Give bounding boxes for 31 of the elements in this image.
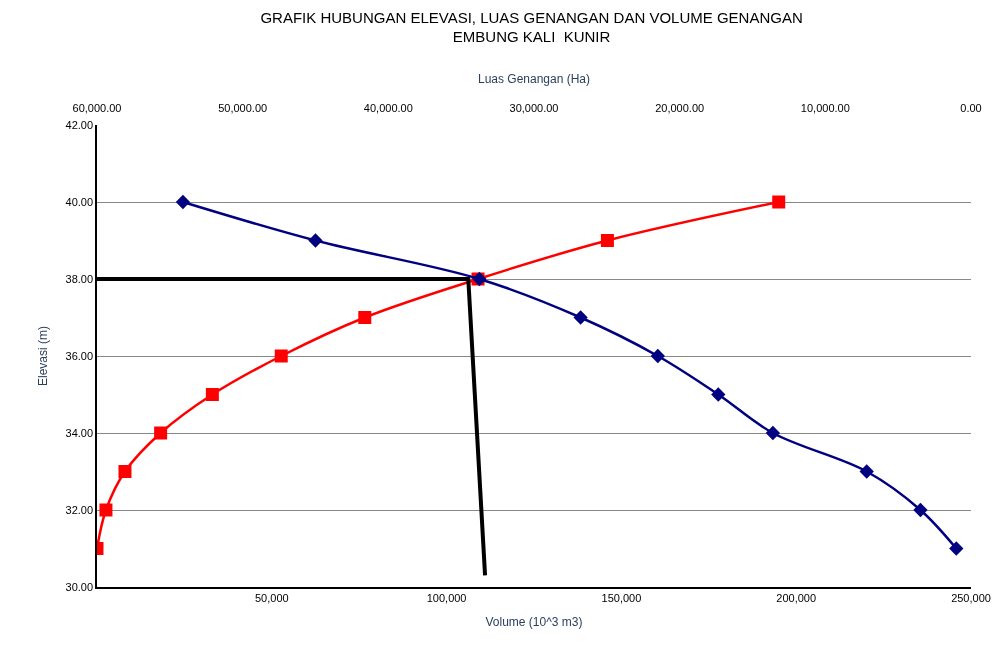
x2-tick-label: 0.00 bbox=[960, 101, 982, 114]
x2-tick-label: 10,000.00 bbox=[800, 101, 850, 114]
y-tick-label: 38.00 bbox=[65, 272, 94, 285]
chart-title: GRAFIK HUBUNGAN ELEVASI, LUAS GENANGAN DAN VOLUME GENANGAN EMBUNG KALI KUNIR bbox=[260, 8, 803, 46]
y-tick-label: 40.00 bbox=[65, 195, 94, 208]
y-tick-label: 32.00 bbox=[65, 503, 94, 516]
x2-tick-label: 30,000.00 bbox=[509, 101, 559, 114]
x2-tick-label: 20,000.00 bbox=[655, 101, 705, 114]
point bbox=[99, 503, 113, 517]
point bbox=[274, 349, 288, 363]
x-tick-label: 100,000 bbox=[426, 591, 467, 604]
point bbox=[358, 311, 372, 324]
y-tick-label: 34.00 bbox=[65, 426, 94, 439]
x-tick-label: 200,000 bbox=[776, 591, 817, 604]
y-tick-label: 30.00 bbox=[65, 580, 94, 593]
point bbox=[154, 426, 168, 440]
x2-axis-title: Luas Genangan (Ha) bbox=[477, 72, 591, 87]
x2-tick-label: 50,000.00 bbox=[218, 101, 268, 114]
y-tick-label: 42.00 bbox=[65, 118, 94, 131]
x-tick-label: 50,000 bbox=[254, 591, 289, 604]
point bbox=[772, 195, 786, 209]
point bbox=[118, 465, 132, 478]
x-tick-label: 150,000 bbox=[601, 591, 642, 604]
y-tick-label: 36.00 bbox=[65, 349, 94, 362]
x2-tick-label: 40,000.00 bbox=[363, 101, 413, 114]
point bbox=[205, 388, 219, 401]
y-axis-title: Elevasi (m) bbox=[36, 325, 51, 387]
x2-tick-label: 60,000.00 bbox=[72, 101, 122, 114]
point bbox=[600, 234, 614, 247]
x-tick-label: 250,000 bbox=[951, 591, 991, 604]
x-axis-title: Volume (10^3 m3) bbox=[485, 615, 583, 630]
